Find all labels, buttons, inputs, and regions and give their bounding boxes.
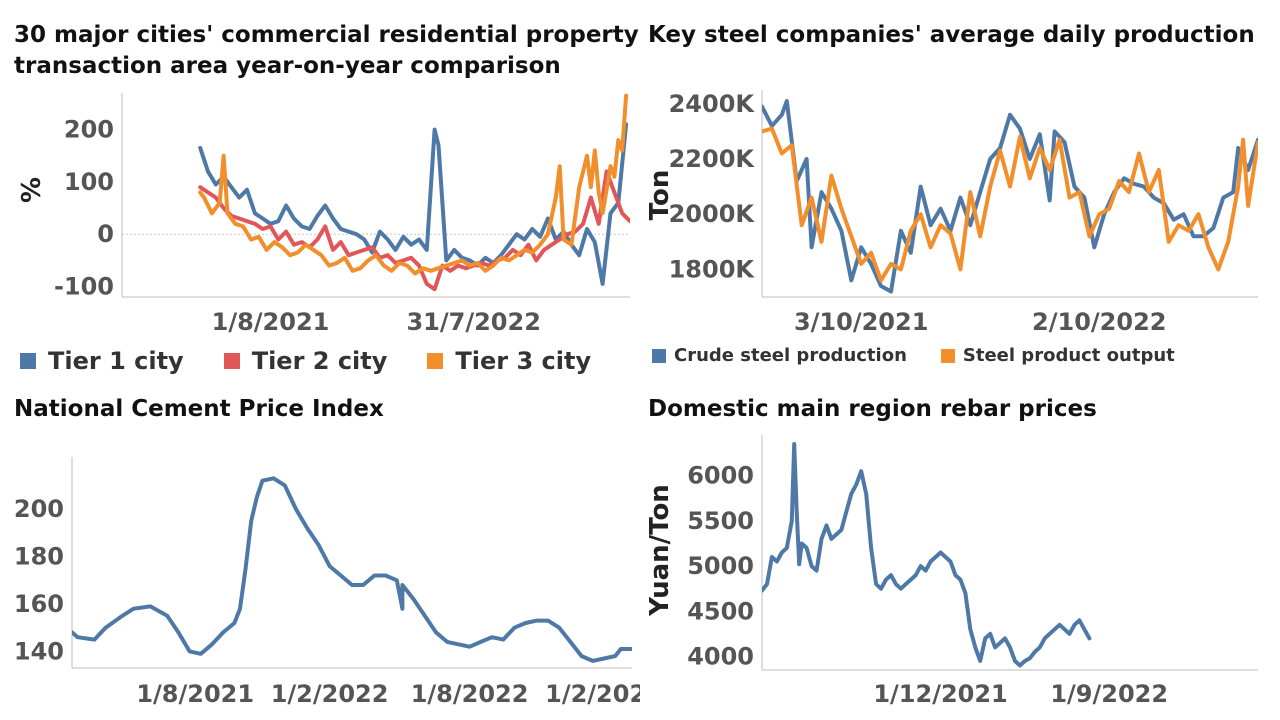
y-tick-label: 160 bbox=[14, 590, 64, 618]
x-tick-label: 1/8/2021 bbox=[212, 308, 330, 336]
series-line-tier-3-city bbox=[198, 93, 629, 276]
y-tick-label: 6000 bbox=[687, 462, 754, 490]
y-tick-label: 0 bbox=[97, 220, 114, 248]
y-tick-label: 200 bbox=[14, 495, 64, 523]
x-tick-label: 31/7/2022 bbox=[406, 308, 540, 336]
y-tick-label: 140 bbox=[14, 637, 64, 665]
rebar-title-line-1: Domestic main region rebar prices bbox=[648, 396, 1097, 422]
legend-swatch bbox=[940, 348, 955, 363]
x-tick-label: 2/10/2022 bbox=[1032, 308, 1166, 336]
legend-swatch bbox=[652, 348, 666, 363]
legend-label: Tier 3 city bbox=[455, 347, 592, 375]
y-tick-label: 180 bbox=[14, 543, 64, 571]
x-tick-label: 1/2/2022 bbox=[271, 680, 389, 708]
cement-title-line-1: National Cement Price Index bbox=[14, 396, 384, 422]
legend-item: Tier 1 city bbox=[20, 347, 184, 375]
y-tick-label: 200 bbox=[64, 116, 114, 144]
property-chart: 200 100 0 -100 1/8/2021 31/7/2022% bbox=[17, 93, 630, 336]
property-title-line-2: transaction area year-on-year comparison bbox=[14, 53, 561, 79]
legend-item: Tier 3 city bbox=[427, 347, 591, 375]
steel-chart: 2400K 2200K 2000K 1800K 3/10/2021 2/10/2022 To… bbox=[645, 90, 1258, 336]
rebar-chart-title: Domestic main region rebar prices bbox=[648, 394, 1097, 425]
legend-label: Crude steel production bbox=[674, 345, 907, 366]
y-tick-label: 5000 bbox=[687, 552, 754, 580]
property-legend: Tier 1 city Tier 2 city Tier 3 city bbox=[20, 347, 591, 375]
legend-label: Tier 1 city bbox=[48, 347, 184, 375]
legend-item: Crude steel production bbox=[652, 345, 907, 366]
cement-chart-title: National Cement Price Index bbox=[14, 394, 384, 425]
y-tick-label: 100 bbox=[64, 168, 114, 196]
steel-title-line-1: Key steel companies' average daily produ… bbox=[648, 22, 1255, 48]
y-tick-label: 2000K bbox=[669, 200, 756, 228]
x-tick-label: 3/10/2021 bbox=[794, 308, 928, 336]
legend-swatch bbox=[427, 353, 444, 369]
y-tick-label: 5500 bbox=[687, 507, 754, 535]
series-line-tier-2-city bbox=[198, 169, 630, 292]
steel-legend: Crude steel production Steel product outp… bbox=[652, 345, 1175, 366]
y-axis-label: % bbox=[17, 177, 47, 203]
legend-item: Steel product output bbox=[940, 345, 1175, 366]
y-tick-label: 4500 bbox=[687, 597, 754, 625]
series-line-cement bbox=[72, 476, 632, 663]
series-line-crude-steel-production bbox=[762, 99, 1258, 294]
legend-swatch bbox=[223, 353, 240, 369]
y-tick-label: -100 bbox=[54, 273, 114, 301]
legend-label: Steel product output bbox=[962, 345, 1175, 366]
rebar-chart: 6000 5500 5000 4500 4000 1/12/2021 1/9/2022 Yua… bbox=[645, 435, 1258, 708]
legend-label: Tier 2 city bbox=[251, 347, 388, 375]
y-tick-label: 2400K bbox=[669, 90, 756, 118]
legend-item: Tier 2 city bbox=[223, 347, 388, 375]
series-line-tier-1-city bbox=[198, 122, 629, 286]
y-axis-label: Ton bbox=[645, 170, 675, 221]
x-tick-label: 1/12/2021 bbox=[873, 680, 1007, 708]
cement-chart: 200 180 160 140 1/8/2021 1/2/2022 1/8/2022 1/2/… bbox=[14, 457, 640, 708]
x-tick-label: 1/2/2023 bbox=[545, 680, 640, 708]
legend-swatch bbox=[20, 353, 36, 369]
y-axis-label: Yuan/Ton bbox=[645, 484, 675, 617]
steel-chart-title: Key steel companies' average daily produ… bbox=[648, 20, 1255, 51]
series-line-steel-product-output bbox=[762, 126, 1258, 283]
x-tick-label: 1/8/2021 bbox=[136, 680, 254, 708]
x-tick-label: 1/8/2022 bbox=[411, 680, 529, 708]
property-title-line-1: 30 major cities' commercial residential … bbox=[14, 22, 639, 48]
y-tick-label: 1800K bbox=[669, 255, 756, 283]
y-tick-label: 4000 bbox=[687, 642, 754, 670]
x-tick-label: 1/9/2022 bbox=[1050, 680, 1168, 708]
series-line-rebar bbox=[762, 442, 1092, 668]
property-chart-title: 30 major cities' commercial residential … bbox=[14, 20, 639, 82]
y-tick-label: 2200K bbox=[669, 145, 756, 173]
